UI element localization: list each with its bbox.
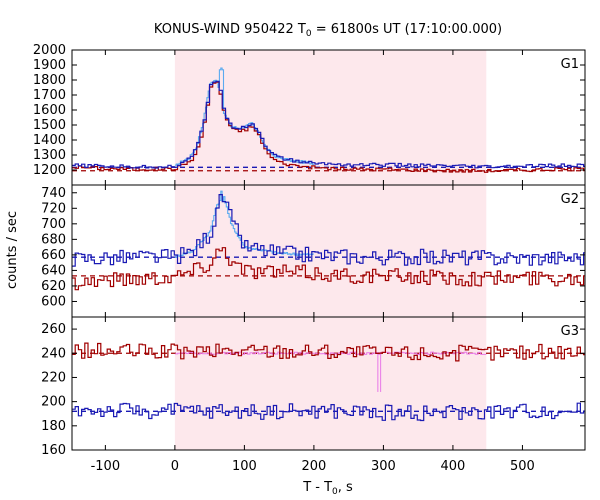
chart-title: KONUS-WIND 950422 T0 = 61800s UT (17:10:… (154, 22, 502, 39)
x-axis-label: T - T0, s (302, 480, 353, 497)
y-tick-label: 1900 (33, 58, 66, 73)
red-series (72, 342, 585, 362)
y-tick-label: 600 (41, 294, 66, 309)
x-tick-label: 400 (441, 459, 466, 474)
y-tick-label: 700 (41, 217, 66, 232)
y-tick-label: 1500 (33, 118, 66, 133)
y-tick-label: 1300 (33, 148, 66, 163)
y-tick-label: 180 (41, 419, 66, 434)
y-tick-label: 220 (41, 370, 66, 385)
panel-name-g3: G3 (561, 324, 579, 339)
shaded-interval (174, 50, 487, 450)
y-tick-label: 160 (41, 443, 66, 458)
y-tick-label: 240 (41, 346, 66, 361)
panel-name-g1: G1 (561, 57, 579, 72)
blue-series (72, 194, 585, 267)
x-tick-label: -100 (91, 459, 121, 474)
y-tick-label: 660 (41, 248, 66, 263)
x-tick-label: 200 (301, 459, 326, 474)
y-tick-label: 260 (41, 322, 66, 337)
x-axis-label-subscript: 0 (332, 487, 338, 497)
y-tick-label: 1400 (33, 133, 66, 148)
y-tick-label: 640 (41, 263, 66, 278)
y-tick-label: 720 (41, 201, 66, 216)
red-series (72, 247, 585, 291)
y-tick-label: 1700 (33, 88, 66, 103)
y-tick-label: 740 (41, 186, 66, 201)
y-tick-label: 2000 (33, 43, 66, 58)
x-tick-label: 500 (510, 459, 535, 474)
panel-name-g2: G2 (561, 192, 579, 207)
y-axis-label: counts / sec (5, 211, 20, 289)
y-tick-label: 1800 (33, 73, 66, 88)
blue-series (72, 402, 585, 422)
x-tick-label: 0 (171, 459, 179, 474)
y-tick-label: 620 (41, 279, 66, 294)
y-tick-label: 1600 (33, 103, 66, 118)
plot-area: 120013001400150016001700180019002000G160… (33, 43, 586, 474)
chart-title-subscript: 0 (306, 29, 312, 39)
y-tick-label: 1200 (33, 163, 66, 178)
x-tick-label: 300 (371, 459, 396, 474)
x-tick-label: 100 (232, 459, 257, 474)
y-tick-label: 680 (41, 232, 66, 247)
panel-g3: 160 180 200 220 240 260 G3 (41, 316, 586, 458)
blue-series (72, 80, 585, 169)
red-series (72, 81, 585, 173)
panel-frame (71, 316, 586, 451)
y-tick-label: 200 (41, 395, 66, 410)
